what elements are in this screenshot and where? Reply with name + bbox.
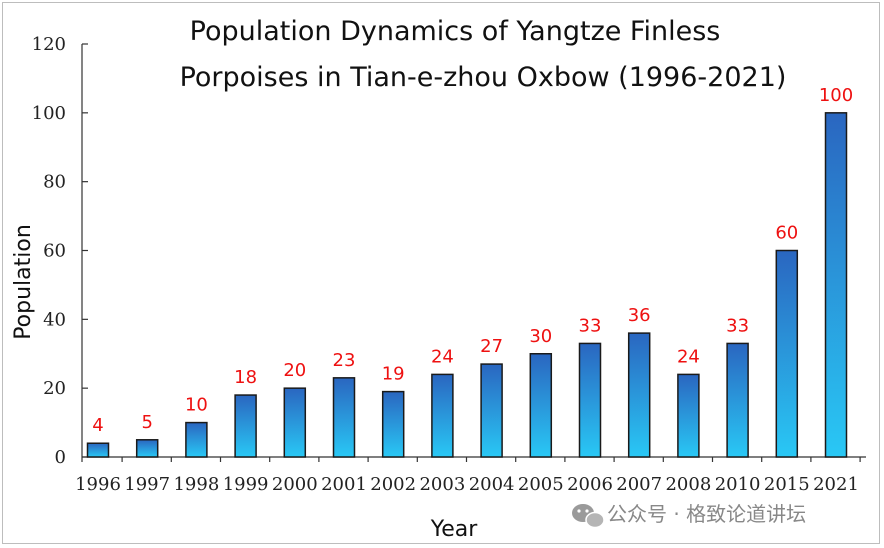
y-tick-label: 120 [32,34,66,55]
x-tick-label-2001: 2001 [321,474,367,495]
bar-1999 [234,394,257,458]
data-label-2002: 19 [382,364,405,385]
x-tick-label-2000: 2000 [272,474,318,495]
bar-2006 [578,342,602,458]
data-label-2004: 27 [480,336,503,357]
y-tick-label: 20 [43,378,66,399]
x-tick-label-2015: 2015 [764,474,810,495]
data-label-2010: 33 [726,315,749,336]
watermark: 公众号 · 格致论道讲坛 [572,502,806,529]
data-label-2001: 23 [333,350,356,371]
chart-title-line-2: Porpoises in Tian-e-zhou Oxbow (1996-202… [180,62,787,93]
watermark-text: 公众号 · 格致论道讲坛 [607,502,806,526]
data-label-2005: 30 [529,326,552,347]
x-tick-label-2010: 2010 [715,474,761,495]
x-tick-label-1996: 1996 [75,474,121,495]
y-tick-label: 80 [43,172,66,193]
wechat-icon [572,504,605,529]
data-label-2006: 33 [579,315,602,336]
bar-2010 [726,342,749,458]
bar-2003 [431,373,454,458]
data-label-2000: 20 [283,360,306,381]
bar-2000 [283,387,307,458]
x-tick-label-1998: 1998 [173,474,219,495]
bar-2008 [677,373,700,458]
data-label-1999: 18 [234,367,257,388]
x-tick-label-2003: 2003 [419,474,465,495]
data-label-2003: 24 [431,346,454,367]
data-label-2021: 100 [819,85,853,106]
bar-2002 [381,390,405,458]
x-tick-label-1997: 1997 [124,474,170,495]
x-tick-label-1999: 1999 [223,474,269,495]
bar-2001 [332,377,356,458]
bar-1997 [135,439,159,458]
bar-1998 [185,421,208,458]
data-label-1997: 5 [141,412,152,433]
y-tick-label: 60 [43,241,66,262]
x-axis-label: Year [430,517,479,542]
data-label-1996: 4 [92,415,103,436]
x-tick-label-2008: 2008 [665,474,711,495]
x-tick-label-2005: 2005 [518,474,564,495]
bar-2005 [529,353,553,458]
data-label-1998: 10 [185,395,208,416]
bar-2004 [480,363,503,458]
x-tick-label-2006: 2006 [567,474,613,495]
y-axis-label: Population [11,224,36,340]
data-label-2015: 60 [775,223,798,244]
chart-title-line-1: Population Dynamics of Yangtze Finless [190,16,721,47]
bar-1996 [86,442,110,458]
data-label-2007: 36 [628,305,651,326]
bar-2007 [627,332,651,458]
y-tick-label: 100 [32,103,66,124]
bar-2021 [824,112,848,458]
bar-series: 4 1996 5 1997 10 1998 18 1999 20 2000 23 2001 19 2002… [75,85,859,495]
x-tick-label-2021: 2021 [813,474,859,495]
data-label-2008: 24 [677,346,700,367]
y-tick-label: 0 [55,447,66,468]
x-tick-label-2002: 2002 [370,474,416,495]
y-axis: 0 20 40 60 80 100 120 [32,34,88,468]
x-tick-label-2007: 2007 [616,474,662,495]
x-tick-label-2004: 2004 [469,474,515,495]
y-tick-label: 40 [43,309,66,330]
bar-2015 [775,249,799,458]
